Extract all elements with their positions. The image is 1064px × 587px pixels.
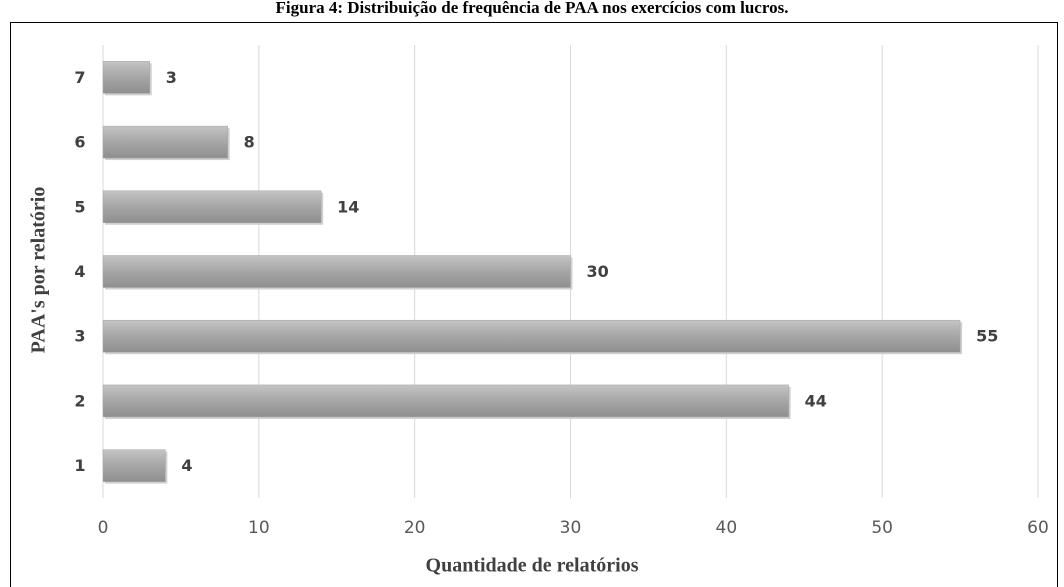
- x-tick-label: 0: [98, 518, 109, 538]
- data-label: 4: [181, 456, 192, 475]
- y-tick-label: 3: [74, 327, 85, 346]
- data-label: 8: [244, 133, 255, 152]
- bar: [102, 319, 961, 353]
- bar: [102, 125, 228, 159]
- y-tick-label: 4: [74, 262, 85, 281]
- x-tick-label: 20: [404, 518, 426, 538]
- x-axis-title: Quantidade de relatórios: [426, 555, 639, 577]
- y-tick-label: 7: [74, 68, 85, 87]
- data-label: 44: [805, 391, 827, 410]
- chart-title: Figura 4: Distribuição de frequência de …: [276, 0, 789, 17]
- y-tick-label: 6: [74, 133, 85, 152]
- x-tick-label: 30: [560, 518, 582, 538]
- bar: [102, 190, 322, 224]
- y-tick-label: 1: [74, 456, 85, 475]
- x-tick-label: 50: [871, 518, 893, 538]
- bar: [102, 384, 789, 418]
- y-tick-label: 5: [74, 197, 85, 216]
- x-tick-label: 40: [716, 518, 738, 538]
- bar: [102, 255, 571, 288]
- bar: [102, 449, 166, 482]
- bar: [102, 61, 150, 94]
- x-tick-label: 60: [1027, 518, 1049, 538]
- data-label: 30: [587, 262, 609, 281]
- y-axis-title: PAA's por relatório: [28, 187, 50, 354]
- x-tick-label: 10: [248, 518, 270, 538]
- data-label: 14: [337, 197, 359, 216]
- chart-border: [10, 22, 1058, 587]
- y-tick-label: 2: [74, 391, 85, 410]
- data-label: 3: [166, 68, 177, 87]
- data-label: 55: [976, 327, 998, 346]
